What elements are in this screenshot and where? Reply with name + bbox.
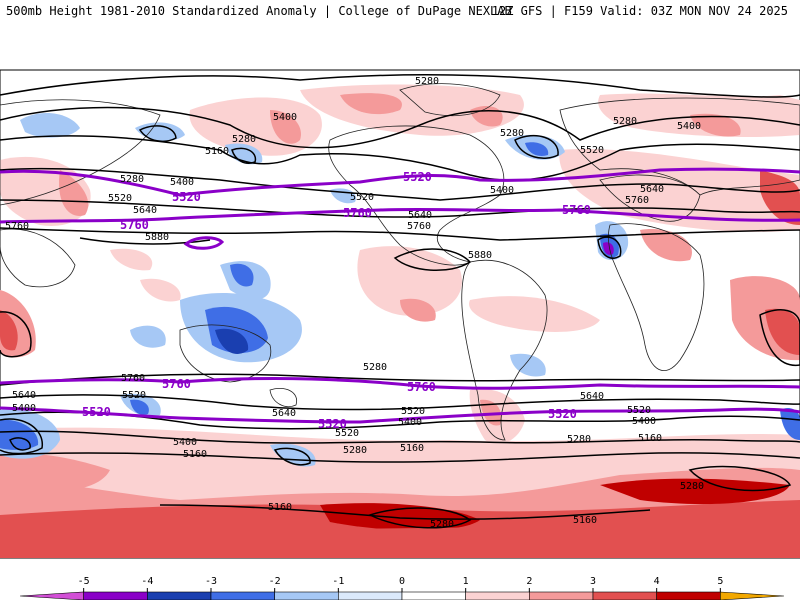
contour-label: 5160 xyxy=(268,502,292,513)
contour-label: 5160 xyxy=(183,449,207,460)
colorbar-tick-label: -3 xyxy=(205,576,217,587)
contour-label: 5520 xyxy=(350,192,374,203)
contour-label: 5640 xyxy=(408,210,432,221)
contour-label: 5280 xyxy=(363,362,387,373)
colorbar-tick-label: -1 xyxy=(332,576,344,587)
purple-label: 5760 xyxy=(343,206,372,220)
contour-label: 5160 xyxy=(205,146,229,157)
contour-label: 5400 xyxy=(173,437,197,448)
colorbar-tick-label: -4 xyxy=(141,576,153,587)
contour-label: 5520 xyxy=(627,405,651,416)
colorbar-tick-label: 0 xyxy=(399,576,405,587)
contour-label: 5760 xyxy=(121,373,145,384)
contour-label: 5640 xyxy=(580,391,604,402)
colorbar-tick-label: 4 xyxy=(654,576,660,587)
contour-label: 5400 xyxy=(490,185,514,196)
reference-contour-labels: 5520 5760 5520 5760 5760 5760 5760 5520 … xyxy=(82,170,591,431)
colorbar-segment xyxy=(210,591,275,600)
contour-label: 5400 xyxy=(677,121,701,132)
contour-label: 5520 xyxy=(580,145,604,156)
purple-label: 5760 xyxy=(562,203,591,217)
purple-label: 5520 xyxy=(318,417,347,431)
contour-label: 5640 xyxy=(133,205,157,216)
purple-label: 5520 xyxy=(403,170,432,184)
colorbar-segment xyxy=(274,591,339,600)
purple-label: 5520 xyxy=(548,407,577,421)
contour-label: 5880 xyxy=(468,250,492,261)
contour-label: 5760 xyxy=(625,195,649,206)
contour-label: 5160 xyxy=(638,433,662,444)
contour-label: 5280 xyxy=(613,116,637,127)
contour-label: 5280 xyxy=(415,76,439,87)
contour-label: 5400 xyxy=(170,177,194,188)
contour-label: 5520 xyxy=(122,390,146,401)
contour-label: 5520 xyxy=(108,193,132,204)
colorbar-segment xyxy=(19,591,84,600)
colorbar-segment xyxy=(592,591,657,600)
colorbar-segment xyxy=(720,591,785,600)
contour-label: 5880 xyxy=(145,232,169,243)
contour-label: 5280 xyxy=(680,481,704,492)
colorbar-tick-label: 1 xyxy=(463,576,469,587)
contour-label: 5760 xyxy=(407,221,431,232)
colorbar-segment xyxy=(656,591,721,600)
colorbar-segment xyxy=(529,591,594,600)
contour-label: 5280 xyxy=(430,519,454,530)
contour-label: 5400 xyxy=(398,417,422,428)
colorbar-tick-label: -5 xyxy=(78,576,90,587)
contour-label: 5160 xyxy=(573,515,597,526)
contour-label: 5280 xyxy=(500,128,524,139)
positive-anomaly-shading xyxy=(0,84,800,558)
contour-label: 5160 xyxy=(400,443,424,454)
purple-label: 5760 xyxy=(162,377,191,391)
map-title: 500mb Height 1981-2010 Standardized Anom… xyxy=(6,4,512,18)
anomaly-colorbar: -5 -4 -3 -2 -1 0 1 2 3 4 5 xyxy=(19,576,785,600)
height-contours xyxy=(0,74,800,529)
purple-label: 5760 xyxy=(120,218,149,232)
negative-anomaly-shading xyxy=(0,113,800,467)
contour-label: 5640 xyxy=(12,390,36,401)
purple-label: 5520 xyxy=(172,190,201,204)
purple-label: 5760 xyxy=(407,380,436,394)
contour-label: 5280 xyxy=(567,434,591,445)
colorbar-segment xyxy=(83,591,148,600)
model-run-info: 12Z GFS | F159 Valid: 03Z MON NOV 24 202… xyxy=(491,4,788,18)
contour-label: 5400 xyxy=(632,416,656,427)
contour-label: 5400 xyxy=(12,403,36,414)
colorbar-tick-label: 3 xyxy=(590,576,596,587)
purple-label: 5520 xyxy=(82,405,111,419)
colorbar-tick-label: -2 xyxy=(269,576,281,587)
colorbar-segment xyxy=(338,591,403,600)
contour-label: 5760 xyxy=(5,221,29,232)
colorbar-segment xyxy=(401,591,466,600)
colorbar-tick-label: 2 xyxy=(526,576,532,587)
contour-label: 5640 xyxy=(272,408,296,419)
colorbar-segment xyxy=(465,591,530,600)
contour-label: 5640 xyxy=(640,184,664,195)
reference-contours xyxy=(0,167,800,424)
colorbar-tick-label: 5 xyxy=(717,576,723,587)
contour-label: 5280 xyxy=(232,134,256,145)
contour-label: 5280 xyxy=(120,174,144,185)
contour-labels: 5280 5400 5280 5160 5280 5280 5400 5520 … xyxy=(5,76,704,530)
contour-label: 5520 xyxy=(335,428,359,439)
contour-label: 5280 xyxy=(343,445,367,456)
contour-label: 5520 xyxy=(401,406,425,417)
colorbar-segment xyxy=(147,591,212,600)
contour-label: 5400 xyxy=(273,112,297,123)
